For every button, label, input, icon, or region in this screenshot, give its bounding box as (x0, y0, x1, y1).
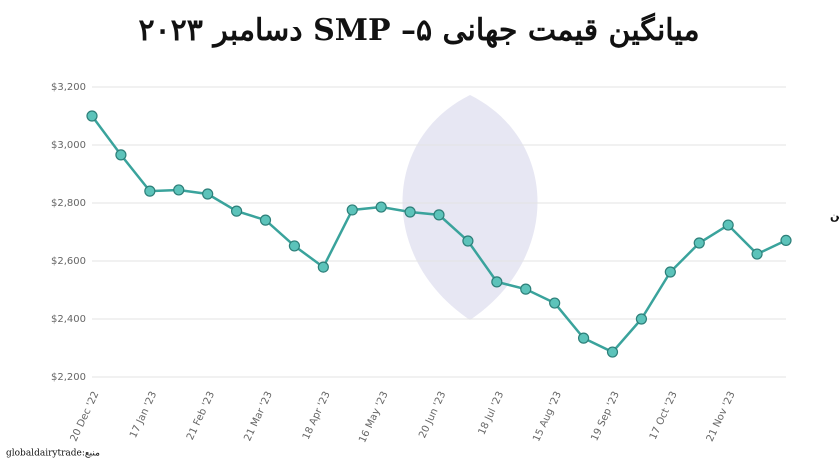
x-tick-label: 17 Jan '23 (128, 390, 159, 440)
watermark (402, 95, 538, 320)
source: globaldairytrade:منبع (6, 449, 100, 459)
data-point (693, 237, 705, 249)
data-point (259, 214, 272, 226)
data-point (433, 209, 445, 221)
x-tick-label: 21 Nov '23 (705, 390, 738, 444)
data-point (751, 248, 763, 260)
data-point (230, 205, 243, 217)
data-point (404, 206, 416, 218)
x-tick-label: 21 Feb '23 (185, 390, 217, 442)
data-point (664, 266, 676, 278)
y-tick-label: $2,400 (51, 314, 86, 325)
x-tick-label: 19 Sep '23 (589, 390, 622, 443)
data-point (462, 235, 474, 247)
data-point (549, 297, 561, 309)
annotation: ۲۶۷۱دلار/تن (830, 209, 839, 222)
data-point (202, 188, 214, 200)
x-tick-label: 18 Apr '23 (301, 390, 333, 442)
data-point (346, 204, 358, 216)
data-point (635, 313, 648, 325)
x-tick-label: 16 May '23 (357, 390, 390, 445)
chart-title: میانگین قیمت جهانی SMP –۵ دسامبر ۲۰۲۳ (138, 12, 699, 48)
x-tick-label: 15 Aug '23 (531, 390, 564, 444)
y-tick-label: $3,000 (51, 140, 86, 151)
data-point (288, 240, 301, 252)
data-point (520, 283, 532, 295)
data-point (606, 346, 619, 358)
y-tick-label: $2,800 (51, 198, 86, 209)
y-tick-label: $3,200 (51, 82, 86, 93)
y-tick-label: $2,600 (51, 256, 86, 267)
data-point (86, 110, 98, 122)
data-point (577, 332, 590, 344)
x-tick-label: 20 Dec '22 (69, 390, 102, 444)
x-tick-label: 18 Jul '23 (477, 390, 507, 437)
data-point (375, 201, 387, 213)
data-point (491, 276, 503, 288)
data-point (780, 234, 792, 247)
data-point (115, 149, 127, 161)
x-tick-label: 21 Mar '23 (242, 390, 275, 443)
data-point (173, 184, 185, 196)
x-tick-label: 17 Oct '23 (648, 390, 680, 442)
data-point (144, 185, 156, 197)
data-point (722, 219, 734, 231)
y-tick-label: $2,200 (51, 372, 86, 383)
data-point (317, 261, 329, 273)
x-tick-label: 20 Jun '23 (417, 390, 448, 440)
